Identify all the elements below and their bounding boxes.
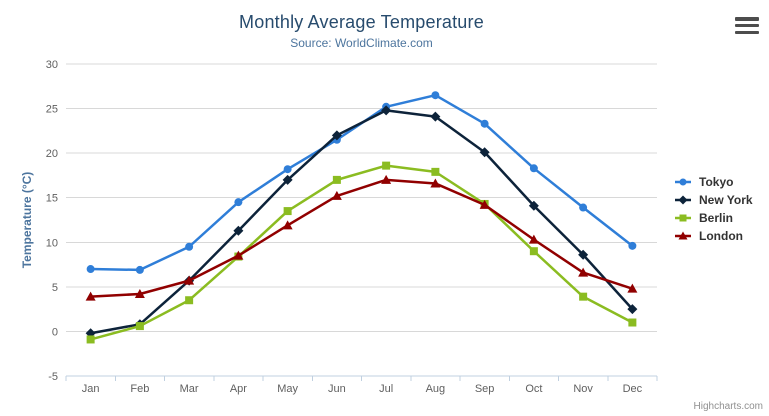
y-tick-label: 25 (46, 104, 58, 116)
x-tick-label: Oct (525, 383, 542, 395)
x-tick-label: Mar (180, 383, 199, 395)
y-tick-label: 20 (46, 148, 58, 160)
y-tick-label: 30 (46, 59, 58, 71)
legend-item-london[interactable]: London (674, 227, 753, 245)
x-axis-labels: Jan Feb Mar Apr May Jun Jul Aug Sep Oct Nov Dec (82, 383, 643, 395)
x-tick-label: Sep (475, 383, 495, 395)
series-new-york[interactable] (85, 105, 638, 339)
series-berlin[interactable] (86, 161, 637, 344)
y-tick-label: 15 (46, 193, 58, 205)
legend-item-tokyo[interactable]: Tokyo (674, 173, 753, 191)
triangle-marker-icon (675, 231, 691, 240)
series-london[interactable] (85, 174, 638, 301)
y-axis-title: Temperature (°C) (20, 171, 34, 269)
y-tick-label: -5 (48, 371, 58, 383)
x-tick-label: Feb (130, 383, 149, 395)
legend: Tokyo New York Berlin London (674, 173, 753, 245)
legend-label: New York (699, 193, 753, 207)
legend-label: Tokyo (699, 175, 734, 189)
hamburger-icon (735, 23, 759, 28)
y-tick-label: 10 (46, 237, 58, 249)
series-tokyo[interactable] (86, 91, 637, 274)
hamburger-icon (735, 30, 759, 34)
x-axis (65, 375, 658, 381)
diamond-marker-icon (675, 195, 691, 205)
y-tick-label: 0 (52, 326, 58, 338)
x-tick-label: Jul (379, 383, 393, 395)
hamburger-icon (735, 17, 759, 21)
legend-label: London (699, 229, 743, 243)
x-tick-label: Aug (426, 383, 446, 395)
y-tick-label: 5 (52, 282, 58, 294)
credits-link[interactable]: Highcharts.com (693, 401, 763, 412)
export-menu-button[interactable] (735, 17, 759, 34)
x-tick-label: May (277, 383, 298, 395)
legend-item-berlin[interactable]: Berlin (674, 209, 753, 227)
circle-marker-icon (675, 178, 691, 186)
gridlines (66, 63, 657, 377)
x-tick-label: Apr (230, 383, 247, 395)
y-axis-labels: -5 0 5 10 15 20 25 30 (46, 59, 58, 383)
legend-item-new-york[interactable]: New York (674, 191, 753, 209)
x-tick-label: Jan (82, 383, 100, 395)
x-tick-label: Jun (328, 383, 346, 395)
square-marker-icon (675, 214, 691, 222)
chart-subtitle: Source: WorldClimate.com (290, 36, 433, 50)
legend-label: Berlin (699, 211, 734, 225)
x-tick-label: Nov (573, 383, 593, 395)
chart-title: Monthly Average Temperature (239, 12, 484, 32)
x-tick-label: Dec (623, 383, 643, 395)
